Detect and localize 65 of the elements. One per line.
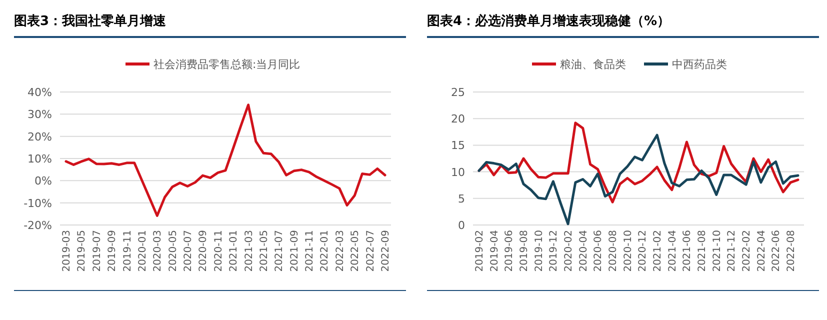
x-tick-label: 2021-08: [697, 230, 708, 272]
x-tick-label: 2020-01: [137, 230, 148, 272]
x-tick-label: 2020-07: [183, 230, 194, 272]
x-tick-label: 2022-05: [350, 230, 362, 272]
x-tick-label: 2021-01: [228, 230, 240, 272]
x-tick-label: 2020-12: [638, 230, 649, 272]
x-tick-label: 2020-02: [564, 230, 575, 272]
line-series: [64, 104, 386, 217]
x-tick-label: 2021-10: [712, 230, 723, 272]
legend-label: 粮油、食品类: [560, 58, 626, 71]
x-tick-label: 2022-02: [742, 230, 753, 272]
x-tick-label: 2021-03: [244, 230, 255, 272]
y-tick-label: 10%: [28, 152, 52, 166]
x-tick-label: 2021-07: [274, 230, 286, 272]
x-tick-label: 2021-09: [289, 230, 300, 272]
x-tick-label: 2019-10: [534, 230, 545, 272]
x-tick-label: 2020-10: [622, 230, 634, 272]
y-tick-label: 0: [458, 219, 465, 232]
x-tick-label: 2020-09: [198, 230, 210, 272]
x-tick-label: 2022-09: [380, 230, 392, 272]
y-tick-label: 40%: [28, 86, 52, 99]
x-tick-label: 2021-06: [682, 230, 694, 272]
x-tick-label: 2019-02: [474, 230, 486, 272]
x-tick-label: 2019-04: [489, 230, 500, 272]
x-tick-label: 2019-12: [548, 230, 560, 272]
x-tick-label: 2021-12: [726, 230, 738, 272]
y-tick-label: -10%: [24, 196, 52, 210]
x-tick-label: 2022-07: [365, 230, 376, 272]
chart-title: 图表4：必选消费单月增速表现稳健（%）: [427, 12, 670, 30]
y-tick-label: -20%: [24, 219, 52, 232]
x-tick-label: 2022-04: [756, 230, 768, 272]
x-tick-label: 2021-05: [258, 230, 270, 272]
x-tick-label: 2019-07: [92, 230, 103, 272]
x-tick-label: 2020-03: [152, 230, 164, 272]
x-tick-label: 2022-08: [786, 230, 798, 272]
y-tick-label: 25: [451, 86, 465, 99]
legend-label: 中西药品类: [672, 58, 727, 71]
x-tick-label: 2019-09: [107, 230, 118, 272]
x-tick-label: 2020-06: [593, 230, 604, 272]
y-tick-label: 20: [451, 112, 465, 126]
x-tick-label: 2022-01: [320, 230, 331, 272]
y-tick-label: 0%: [34, 174, 52, 188]
x-tick-label: 2022-03: [334, 230, 346, 272]
x-tick-label: 2022-06: [771, 230, 782, 272]
x-tick-label: 2019-06: [504, 230, 516, 272]
x-tick-label: 2019-11: [122, 230, 134, 272]
x-tick-label: 2021-02: [652, 230, 664, 272]
y-tick-label: 10: [451, 166, 465, 179]
x-tick-label: 2020-11: [213, 230, 224, 272]
x-tick-label: 2019-08: [519, 230, 530, 272]
legend-label: 社会消费品零售总额:当月同比: [154, 58, 300, 71]
y-tick-label: 30%: [28, 108, 52, 122]
x-tick-label: 2019-05: [76, 230, 88, 272]
line-series: [478, 134, 800, 226]
x-tick-label: 2021-04: [667, 230, 678, 272]
y-tick-label: 20%: [28, 130, 52, 144]
y-tick-label: 15: [451, 139, 465, 152]
x-tick-label: 2020-05: [168, 230, 179, 272]
x-tick-label: 2020-04: [578, 230, 590, 272]
y-tick-label: 5: [458, 192, 465, 206]
chart-title: 图表3：我国社零单月增速: [14, 13, 166, 30]
x-tick-label: 2019-03: [62, 230, 72, 272]
x-tick-label: 2021-11: [304, 230, 316, 272]
x-tick-label: 2020-08: [608, 230, 620, 272]
line-series: [478, 122, 800, 204]
